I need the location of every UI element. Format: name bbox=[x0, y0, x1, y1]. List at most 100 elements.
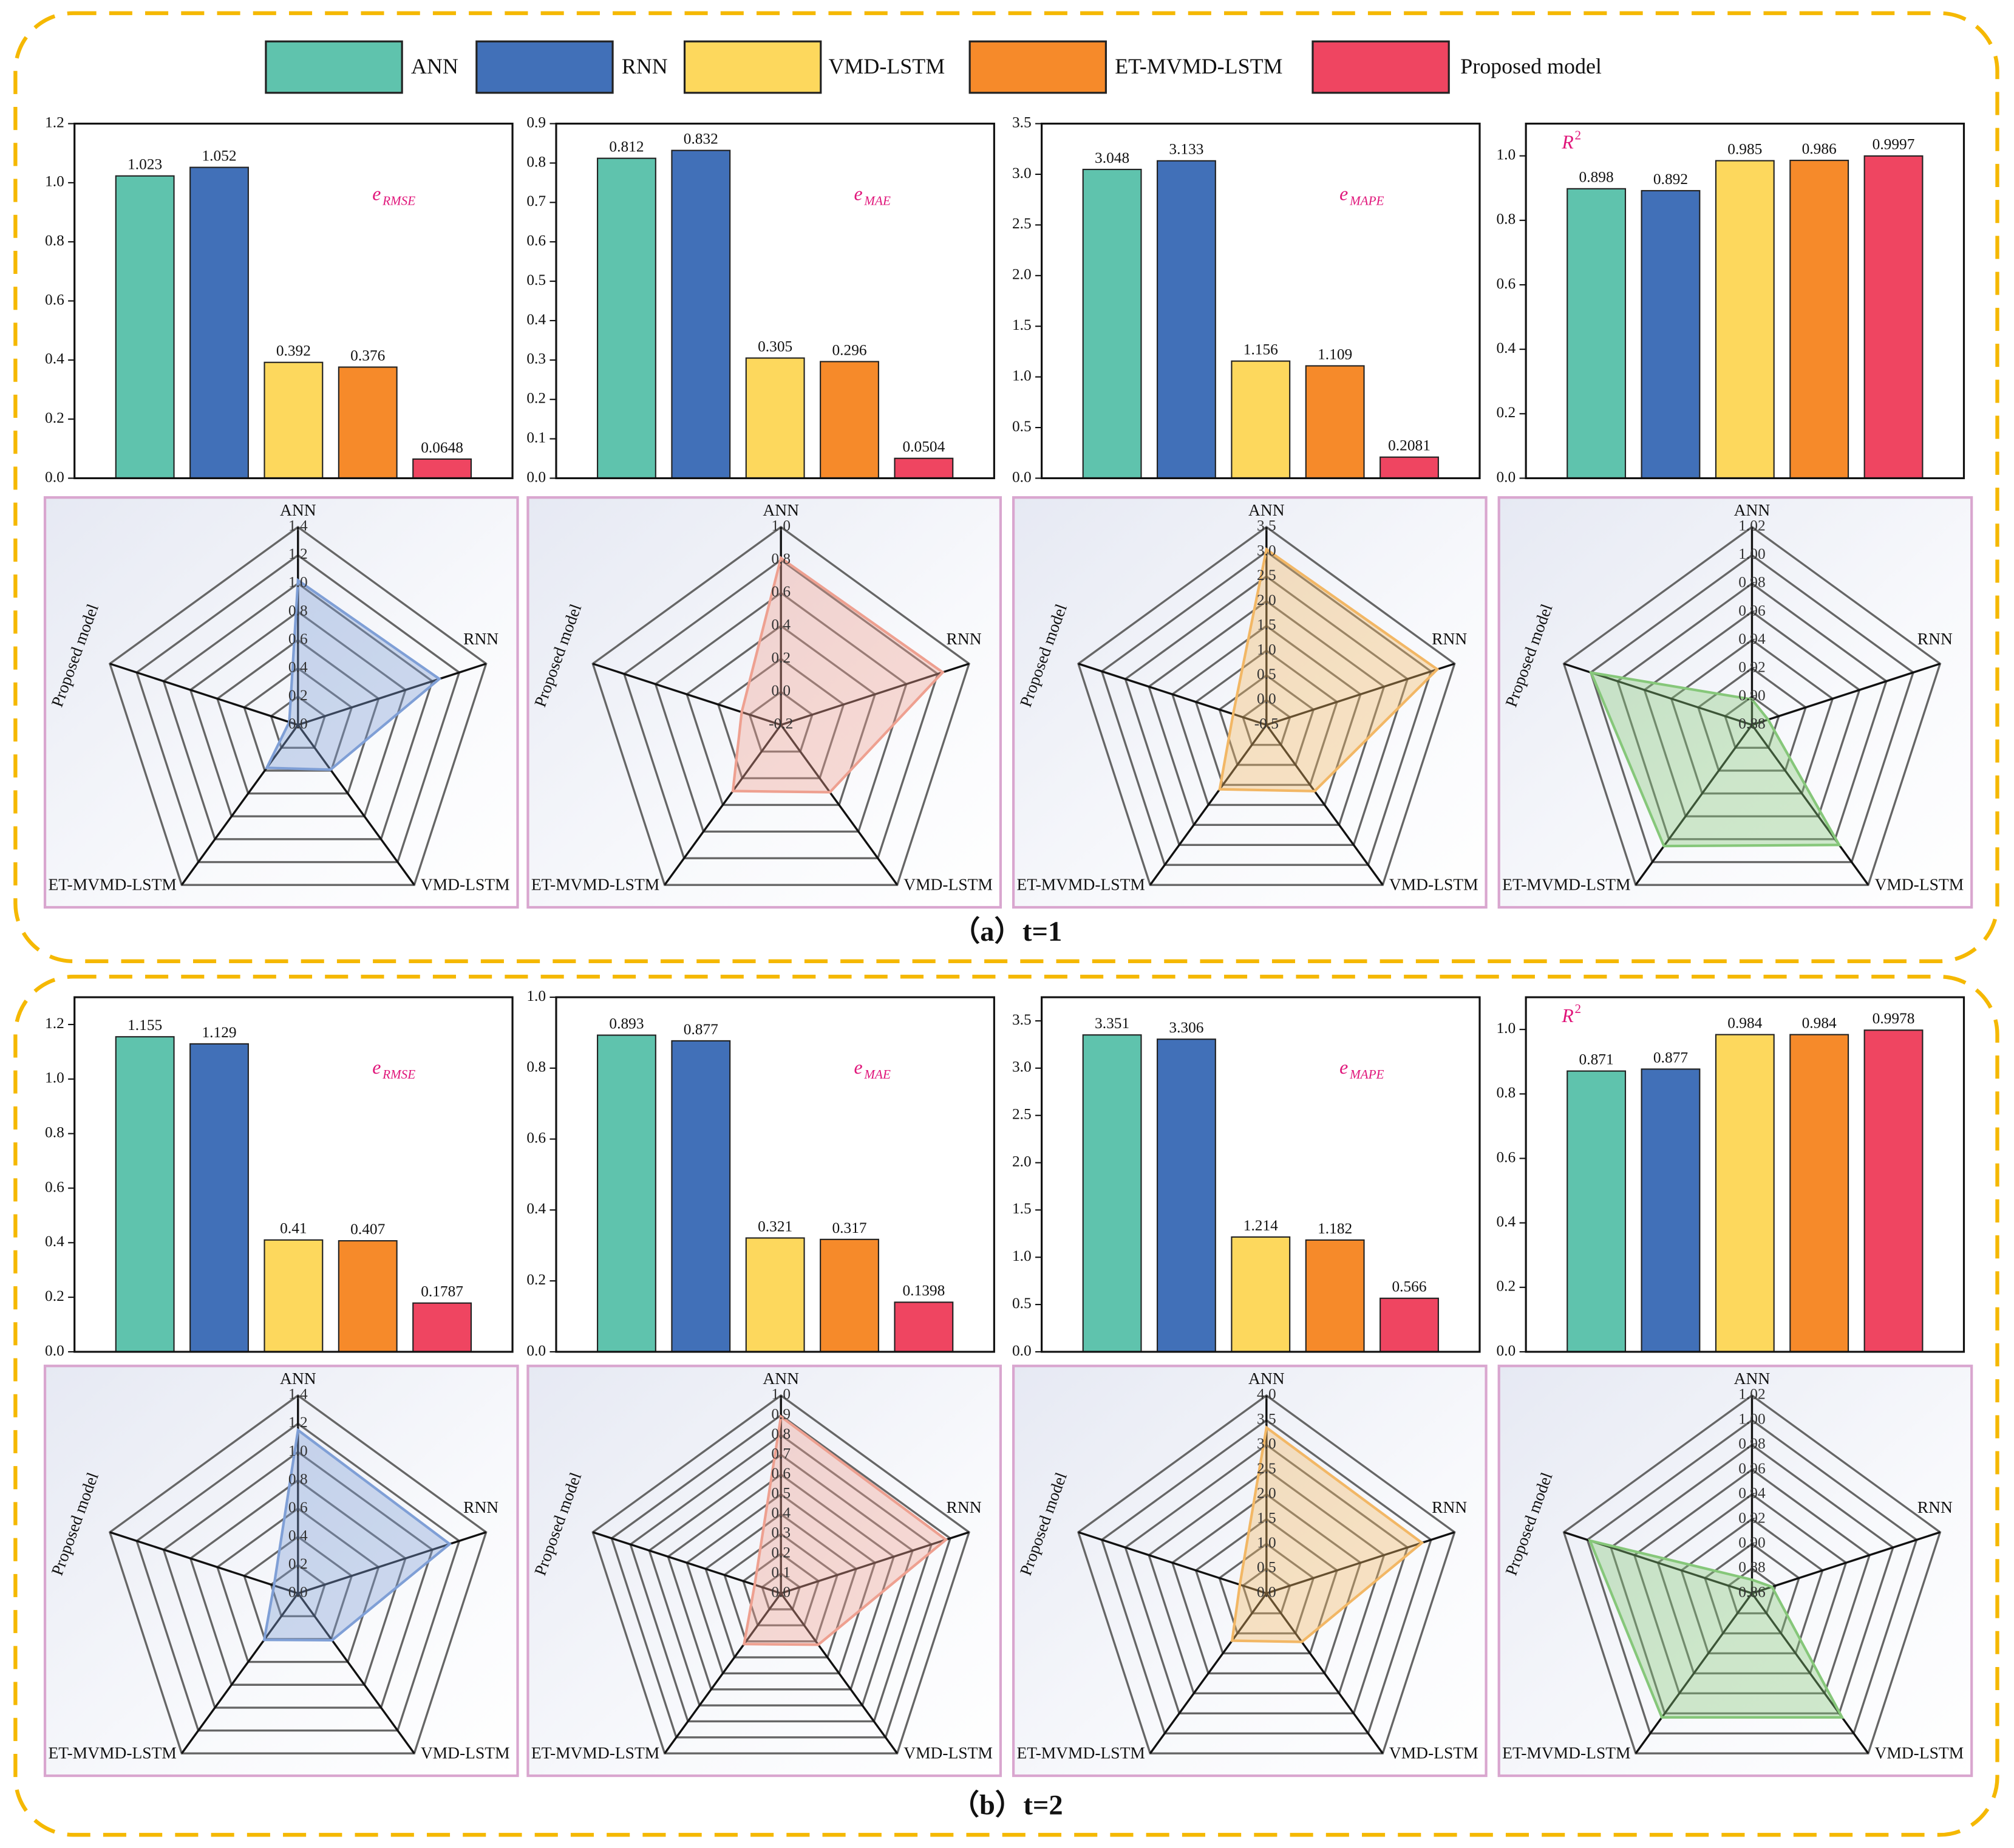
radar-spoke bbox=[1078, 663, 1267, 726]
value-label: 1.129 bbox=[202, 1024, 236, 1041]
annotation: e bbox=[372, 1057, 381, 1078]
radial-tick-label: 3.5 bbox=[1257, 1410, 1276, 1427]
value-label: 3.048 bbox=[1095, 149, 1129, 166]
value-label: 0.566 bbox=[1392, 1278, 1426, 1295]
radial-tick-label: 0.94 bbox=[1738, 630, 1766, 647]
radial-tick-label: 1.0 bbox=[288, 574, 308, 591]
y-tick-label: 1.0 bbox=[1496, 146, 1516, 163]
value-label: 0.892 bbox=[1653, 171, 1688, 188]
radar-ring bbox=[216, 1507, 380, 1663]
axis-label: ANN bbox=[763, 1369, 799, 1388]
radial-tick-label: 1.00 bbox=[1738, 1410, 1765, 1427]
radial-tick-label: 0.0 bbox=[1257, 690, 1276, 707]
y-tick-label: 0.4 bbox=[45, 1233, 64, 1250]
axis-label: VMD-LSTM bbox=[903, 1744, 993, 1762]
axis-label: RNN bbox=[947, 1498, 982, 1516]
plot-frame bbox=[1041, 122, 1481, 480]
radar-ring bbox=[1148, 1468, 1386, 1695]
radial-tick-label: 0.8 bbox=[288, 602, 308, 619]
plot-frame bbox=[555, 122, 995, 480]
y-tick-label: 0.5 bbox=[1012, 418, 1032, 435]
axis-label: ANN bbox=[280, 1369, 316, 1388]
value-label: 0.317 bbox=[832, 1219, 866, 1236]
radar-spoke bbox=[1751, 1592, 1869, 1754]
caption: （a）t=1 bbox=[952, 916, 1063, 947]
bar bbox=[1157, 160, 1216, 479]
annotation: e bbox=[1339, 1057, 1348, 1078]
axis-label: RNN bbox=[1432, 629, 1467, 648]
y-tick-label: 1.0 bbox=[1012, 1247, 1032, 1264]
bar bbox=[1715, 160, 1775, 479]
radar-ring bbox=[1616, 582, 1888, 840]
bar bbox=[597, 157, 656, 479]
radar-spoke bbox=[780, 1592, 899, 1754]
axis-label: ET-MVMD-LSTM bbox=[1017, 1744, 1145, 1762]
value-label: 0.41 bbox=[280, 1220, 307, 1237]
plot-frame bbox=[1525, 996, 1965, 1353]
axis-label: VMD-LSTM bbox=[1389, 1744, 1478, 1762]
radar-ring bbox=[1696, 667, 1807, 772]
radial-tick-label: 0.98 bbox=[1738, 1435, 1765, 1452]
radial-tick-label: 0.0 bbox=[771, 1583, 791, 1600]
value-label: 0.2081 bbox=[1388, 437, 1431, 454]
y-tick-label: 0.2 bbox=[526, 1271, 546, 1288]
panel-frame bbox=[13, 975, 1999, 1837]
value-label: 0.871 bbox=[1579, 1051, 1614, 1068]
y-tick-label: 1.0 bbox=[45, 173, 64, 190]
y-tick-label: 2.5 bbox=[1012, 215, 1032, 232]
radial-tick-label: 0.2 bbox=[288, 1555, 308, 1572]
y-tick-label: 0.6 bbox=[1496, 1148, 1516, 1165]
y-tick-label: 0.2 bbox=[526, 390, 546, 407]
radar-ring bbox=[1242, 698, 1291, 746]
bar bbox=[1231, 360, 1291, 479]
radial-tick-label: 0.5 bbox=[1257, 1559, 1276, 1576]
radial-tick-label: 0.1 bbox=[771, 1564, 791, 1581]
value-label: 1.214 bbox=[1243, 1217, 1278, 1234]
y-tick-label: 0.4 bbox=[1496, 1213, 1516, 1230]
radial-tick-label: 1.2 bbox=[288, 545, 308, 562]
radar-ring bbox=[623, 559, 939, 859]
radial-tick-label: 2.5 bbox=[1257, 567, 1276, 584]
radar-ring bbox=[270, 695, 327, 749]
radial-tick-label: 0.92 bbox=[1738, 1509, 1765, 1526]
radial-tick-label: 0.5 bbox=[1257, 666, 1276, 683]
radial-tick-label: 1.0 bbox=[771, 1386, 791, 1403]
bar bbox=[1863, 155, 1924, 479]
radial-tick-label: 0.0 bbox=[771, 682, 791, 699]
y-tick-label: 0.3 bbox=[526, 350, 546, 367]
annotation: R bbox=[1561, 1005, 1573, 1026]
radial-tick-label: 0.5 bbox=[771, 1485, 791, 1502]
radar-spoke bbox=[298, 1531, 487, 1595]
value-label: 0.1398 bbox=[902, 1282, 945, 1299]
axis-label: ET-MVMD-LSTM bbox=[48, 875, 176, 894]
y-tick-label: 1.0 bbox=[1496, 1020, 1516, 1037]
bar bbox=[264, 361, 324, 479]
bar bbox=[1567, 188, 1627, 479]
radial-tick-label: 0.6 bbox=[288, 630, 308, 647]
legend-swatch bbox=[265, 40, 403, 94]
bar bbox=[1305, 365, 1365, 479]
axis-label: RNN bbox=[463, 1498, 498, 1516]
radial-tick-label: 0.0 bbox=[288, 715, 308, 732]
radar-ring bbox=[108, 525, 488, 886]
radar-spoke bbox=[1751, 663, 1941, 726]
y-tick-label: 3.5 bbox=[1012, 114, 1032, 131]
y-tick-label: 0.0 bbox=[1012, 1342, 1032, 1359]
value-label: 1.156 bbox=[1243, 341, 1278, 358]
axis-label: ET-MVMD-LSTM bbox=[531, 875, 659, 894]
bar bbox=[1641, 1068, 1701, 1352]
bar bbox=[1380, 1297, 1439, 1352]
radial-tick-label: 0.8 bbox=[288, 1470, 308, 1487]
radar-area bbox=[262, 1428, 452, 1642]
y-tick-label: 0.6 bbox=[45, 291, 64, 308]
radial-tick-label: 0.2 bbox=[771, 649, 791, 666]
radar-ring bbox=[135, 554, 461, 864]
radial-tick-label: 1.4 bbox=[288, 517, 308, 534]
radial-tick-label: 0.94 bbox=[1738, 1485, 1766, 1502]
value-label: 0.9978 bbox=[1873, 1010, 1915, 1027]
radar-ring bbox=[1704, 1543, 1800, 1635]
plot-frame bbox=[1525, 122, 1965, 480]
radial-tick-label: 0.7 bbox=[771, 1445, 791, 1462]
value-label: 1.155 bbox=[128, 1017, 162, 1034]
radar-ring bbox=[189, 1479, 407, 1686]
